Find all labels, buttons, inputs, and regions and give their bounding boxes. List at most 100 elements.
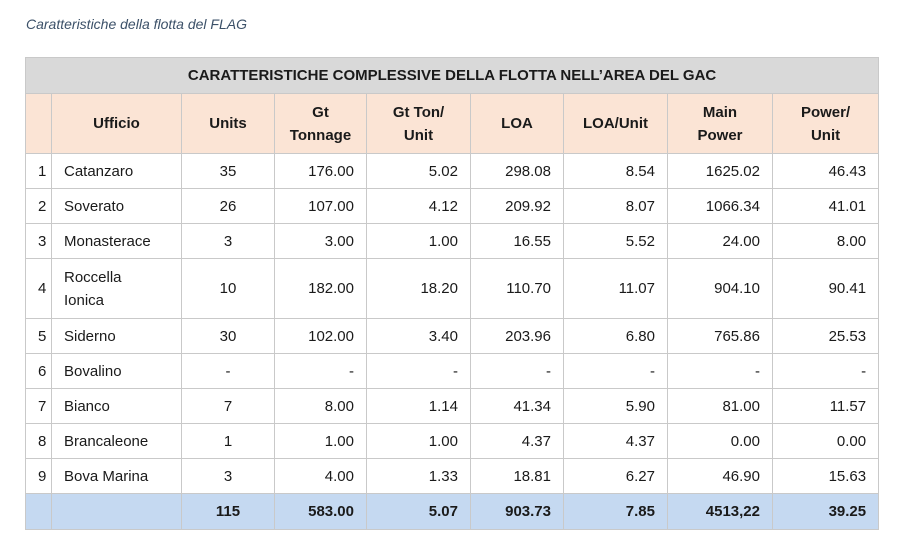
cell-power-unit: 90.41 bbox=[771, 258, 880, 319]
ufficio-line: Monasterace bbox=[64, 232, 151, 250]
totals-row: 115 583.00 5.07 903.73 7.85 4513,22 39.2… bbox=[25, 493, 880, 530]
cell-gt-tonnage: - bbox=[274, 353, 367, 389]
header-power-unit-line1: Power/ bbox=[800, 103, 851, 121]
cell-gt-ton-unit: 4.12 bbox=[366, 188, 471, 224]
ufficio-line: Roccella bbox=[64, 268, 122, 286]
cell-units: 1 bbox=[181, 423, 275, 459]
cell-loa: 16.55 bbox=[470, 223, 564, 259]
header-main-power-line2: Power bbox=[697, 126, 743, 144]
table-row: 9 Bova Marina 3 4.00 1.33 18.81 6.27 46.90 15.63 bbox=[25, 458, 880, 494]
cell-gt-ton-unit: 1.00 bbox=[366, 223, 471, 259]
cell-loa-unit: 8.54 bbox=[563, 153, 668, 189]
cell-ufficio: Siderno bbox=[51, 318, 182, 354]
header-index bbox=[25, 93, 52, 154]
table-header-row: Ufficio Units Gt Tonnage Gt Ton/Unit LOA … bbox=[25, 93, 880, 154]
cell-power-unit: 46.43 bbox=[771, 153, 880, 189]
cell-index: 3 bbox=[25, 223, 52, 259]
cell-loa: 18.81 bbox=[470, 458, 564, 494]
cell-loa-unit: 4.37 bbox=[563, 423, 668, 459]
table-title: CARATTERISTICHE COMPLESSIVE DELLA FLOTTA… bbox=[24, 57, 880, 94]
cell-main-power: 1066.34 bbox=[667, 188, 773, 224]
totals-units: 115 bbox=[181, 493, 275, 530]
ufficio-line: Brancaleone bbox=[64, 432, 149, 450]
cell-main-power: - bbox=[667, 353, 773, 389]
cell-power-unit: 15.63 bbox=[771, 458, 880, 494]
header-gt-tonnage-line2: Tonnage bbox=[289, 126, 352, 144]
header-gt-ton-unit: Gt Ton/Unit bbox=[366, 93, 471, 154]
table-title-row: CARATTERISTICHE COMPLESSIVE DELLA FLOTTA… bbox=[24, 57, 880, 94]
fleet-table: CARATTERISTICHE COMPLESSIVE DELLA FLOTTA… bbox=[24, 57, 880, 530]
cell-loa: 41.34 bbox=[470, 388, 564, 424]
cell-gt-tonnage: 1.00 bbox=[274, 423, 367, 459]
cell-index: 8 bbox=[25, 423, 52, 459]
header-power-unit: Power/Unit bbox=[771, 93, 880, 154]
table-row: 1 Catanzaro 35 176.00 5.02 298.08 8.54 1625.02 4… bbox=[25, 153, 880, 189]
cell-power-unit: 11.57 bbox=[771, 388, 880, 424]
cell-gt-tonnage: 102.00 bbox=[274, 318, 367, 354]
cell-main-power: 1625.02 bbox=[667, 153, 773, 189]
cell-main-power: 904.10 bbox=[667, 258, 773, 319]
cell-loa-unit: 11.07 bbox=[563, 258, 668, 319]
cell-gt-ton-unit: 1.33 bbox=[366, 458, 471, 494]
cell-power-unit: 41.01 bbox=[771, 188, 880, 224]
cell-units: 7 bbox=[181, 388, 275, 424]
cell-power-unit: 0.00 bbox=[771, 423, 880, 459]
cell-ufficio: Catanzaro bbox=[51, 153, 182, 189]
totals-gt-tonnage: 583.00 bbox=[274, 493, 367, 530]
table-row: 8 Brancaleone 1 1.00 1.00 4.37 4.37 0.00 0.00 bbox=[25, 423, 880, 459]
cell-gt-ton-unit: 1.00 bbox=[366, 423, 471, 459]
cell-gt-ton-unit: - bbox=[366, 353, 471, 389]
cell-ufficio: Bovalino bbox=[51, 353, 182, 389]
cell-gt-tonnage: 3.00 bbox=[274, 223, 367, 259]
page-caption: Caratteristiche della flotta del FLAG bbox=[26, 16, 247, 32]
table-row: 4 Roccella Ionica 10 182.00 18.20 110.70 11.07 9… bbox=[25, 258, 880, 319]
cell-loa-unit: 6.27 bbox=[563, 458, 668, 494]
table-row: 3 Monasterace 3 3.00 1.00 16.55 5.52 24.00 8.00 bbox=[25, 223, 880, 259]
cell-ufficio: Brancaleone bbox=[51, 423, 182, 459]
totals-loa: 903.73 bbox=[470, 493, 564, 530]
cell-main-power: 46.90 bbox=[667, 458, 773, 494]
cell-loa: 4.37 bbox=[470, 423, 564, 459]
header-loa-unit: LOA/Unit bbox=[563, 93, 668, 154]
cell-loa: 110.70 bbox=[470, 258, 564, 319]
cell-index: 2 bbox=[25, 188, 52, 224]
cell-gt-ton-unit: 5.02 bbox=[366, 153, 471, 189]
totals-ufficio bbox=[51, 493, 182, 530]
header-main-power-line1: Main bbox=[702, 103, 738, 121]
cell-loa-unit: 8.07 bbox=[563, 188, 668, 224]
cell-power-unit: 25.53 bbox=[771, 318, 880, 354]
ufficio-line: Catanzaro bbox=[64, 162, 134, 180]
cell-ufficio: Bianco bbox=[51, 388, 182, 424]
cell-gt-tonnage: 182.00 bbox=[274, 258, 367, 319]
cell-loa-unit: 5.90 bbox=[563, 388, 668, 424]
header-gt-tonnage: Gt Tonnage bbox=[274, 93, 367, 154]
cell-gt-ton-unit: 3.40 bbox=[366, 318, 471, 354]
cell-units: 3 bbox=[181, 458, 275, 494]
cell-index: 5 bbox=[25, 318, 52, 354]
table-row: 5 Siderno 30 102.00 3.40 203.96 6.80 765.86 25.5… bbox=[25, 318, 880, 354]
cell-main-power: 81.00 bbox=[667, 388, 773, 424]
cell-units: - bbox=[181, 353, 275, 389]
cell-loa: - bbox=[470, 353, 564, 389]
header-ufficio: Ufficio bbox=[51, 93, 182, 154]
totals-index bbox=[25, 493, 52, 530]
cell-gt-tonnage: 8.00 bbox=[274, 388, 367, 424]
cell-gt-ton-unit: 18.20 bbox=[366, 258, 471, 319]
cell-gt-ton-unit: 1.14 bbox=[366, 388, 471, 424]
cell-gt-tonnage: 176.00 bbox=[274, 153, 367, 189]
totals-power-unit: 39.25 bbox=[771, 493, 880, 530]
header-gt-ton-unit-line1: Gt Ton/ bbox=[392, 103, 445, 121]
ufficio-line: Bova Marina bbox=[64, 467, 149, 485]
cell-index: 1 bbox=[25, 153, 52, 189]
ufficio-line: Bianco bbox=[64, 397, 110, 415]
table-row: 2 Soverato 26 107.00 4.12 209.92 8.07 1066.34 41… bbox=[25, 188, 880, 224]
cell-units: 26 bbox=[181, 188, 275, 224]
table-row: 6 Bovalino - - - - - - - bbox=[25, 353, 880, 389]
ufficio-line: Ionica bbox=[64, 291, 105, 309]
ufficio-line: Soverato bbox=[64, 197, 125, 215]
cell-index: 7 bbox=[25, 388, 52, 424]
cell-loa: 298.08 bbox=[470, 153, 564, 189]
cell-units: 10 bbox=[181, 258, 275, 319]
totals-gt-ton-unit: 5.07 bbox=[366, 493, 471, 530]
cell-index: 9 bbox=[25, 458, 52, 494]
